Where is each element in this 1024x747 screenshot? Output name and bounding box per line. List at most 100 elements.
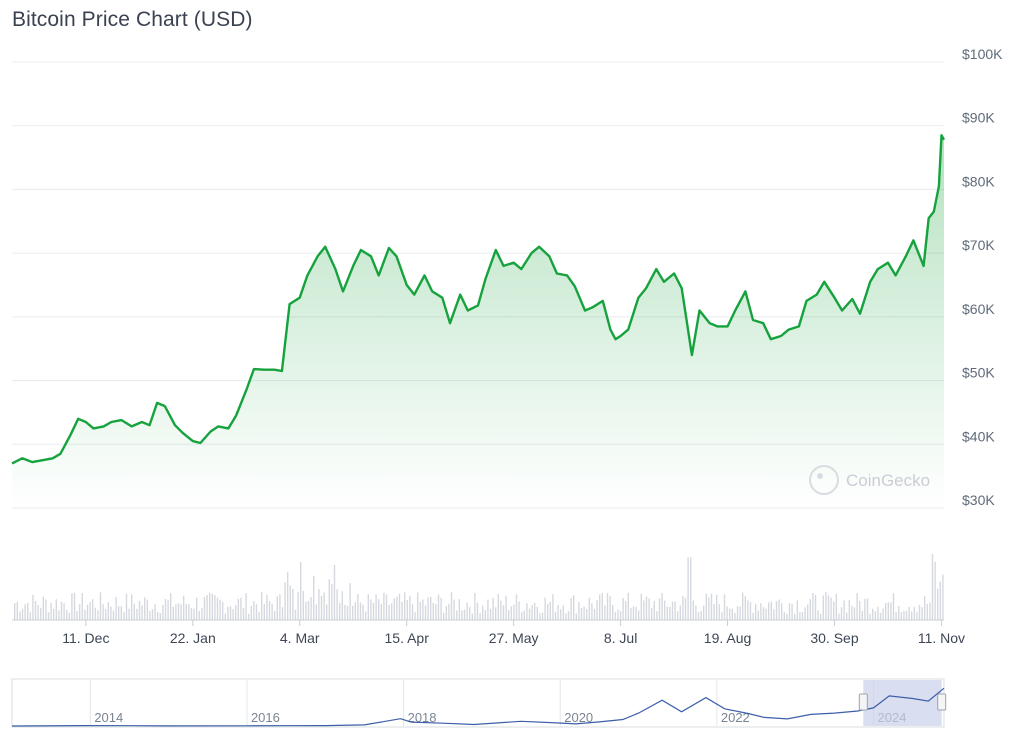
volume-bar [617, 609, 619, 620]
volume-bar [640, 593, 642, 620]
volume-bar [133, 603, 135, 620]
volume-bar [170, 593, 172, 620]
volume-bar [874, 611, 876, 620]
volume-bar [185, 604, 187, 620]
volume-bar [300, 562, 302, 620]
x-tick-label: 27. May [489, 630, 539, 646]
volume-bar [417, 592, 419, 620]
volume-bar [937, 588, 939, 620]
volume-bar [396, 596, 398, 620]
volume-bar [383, 592, 385, 620]
volume-bar [807, 604, 809, 620]
volume-bar [450, 592, 453, 620]
volume-bar [539, 613, 541, 620]
volume-bar [924, 596, 926, 620]
volume-bar [840, 607, 843, 620]
volume-bar [609, 596, 611, 620]
volume-bar [118, 606, 120, 620]
volume-bar [372, 603, 375, 620]
volume-bar [817, 610, 819, 620]
volume-bar [362, 604, 364, 620]
volume-bar [196, 597, 198, 620]
volume-bar [359, 602, 362, 620]
volume-bar [263, 604, 265, 620]
volume-bar [786, 614, 788, 620]
y-tick-label: $50K [962, 365, 995, 381]
volume-bar [898, 606, 900, 620]
volume-bar [42, 596, 44, 620]
volume-bar [853, 607, 856, 620]
volume-bar [378, 599, 380, 620]
volume-bar [21, 608, 24, 620]
volume-bar [749, 602, 752, 620]
chart-title: Bitcoin Price Chart (USD) [12, 8, 253, 31]
volume-bar [682, 595, 684, 620]
volume-bar [606, 593, 609, 620]
navigator-handle-left[interactable] [858, 693, 868, 711]
volume-bar [268, 601, 271, 620]
volume-bar [37, 605, 39, 620]
volume-bar [508, 610, 510, 620]
volume-bar [794, 613, 796, 620]
volume-bar [414, 612, 416, 620]
volume-bar [313, 575, 315, 620]
volume-bar [333, 564, 336, 620]
volume-bar [778, 599, 780, 620]
volume-bar [635, 606, 637, 620]
volume-bar [942, 574, 944, 620]
volume-bar [489, 608, 492, 620]
volume-bar [887, 602, 889, 620]
volume-bar [76, 611, 78, 620]
volume-bar [783, 612, 785, 620]
volume-bar [864, 599, 866, 620]
volume-bar [812, 592, 814, 620]
volume-bar [859, 600, 861, 620]
volume-bar [755, 603, 757, 620]
volume-bar [388, 604, 390, 620]
y-tick-label: $60K [962, 301, 995, 317]
volume-bar [310, 597, 312, 620]
volume-bar [903, 610, 905, 620]
y-tick-label: $40K [962, 428, 995, 444]
volume-bar [739, 606, 741, 620]
volume-bar [398, 593, 401, 620]
volume-bar [401, 602, 403, 620]
volume-bar [406, 600, 408, 620]
volume-bar [435, 604, 437, 620]
volume-bar [281, 607, 284, 620]
volume-bar [235, 605, 237, 620]
volume-bar [427, 597, 429, 620]
volume-bar [29, 612, 31, 620]
range-navigator[interactable]: 201420162018202020222024 [11, 678, 947, 728]
volume-bar [211, 593, 213, 620]
volume-bar [172, 606, 174, 620]
volume-bar [318, 589, 320, 620]
volume-bar [453, 599, 455, 620]
volume-bar [820, 613, 822, 620]
y-tick-label: $70K [962, 237, 995, 253]
volume-bar [731, 608, 733, 620]
volume-bar [892, 593, 895, 620]
volume-bar [557, 605, 559, 620]
volume-bar [190, 608, 193, 620]
volume-bar [159, 613, 161, 620]
volume-bar [357, 594, 359, 620]
volume-bar [375, 594, 377, 620]
price-line [11, 134, 946, 465]
volume-bar [175, 604, 177, 620]
navigator-selection[interactable] [863, 680, 942, 726]
volume-bar [144, 597, 146, 620]
volume-bar [531, 605, 533, 620]
volume-bar [266, 594, 268, 620]
volume-bar [471, 613, 473, 620]
volume-bar [209, 592, 211, 620]
volume-bar [580, 607, 583, 620]
volume-bar [643, 600, 645, 620]
volume-bar [552, 594, 554, 620]
volume-bar [229, 606, 232, 620]
volume-bar [73, 592, 76, 620]
navigator-handle-right[interactable] [937, 693, 947, 711]
volume-bar [651, 607, 653, 620]
volume-bar [497, 594, 499, 620]
volume-bar [227, 606, 229, 620]
